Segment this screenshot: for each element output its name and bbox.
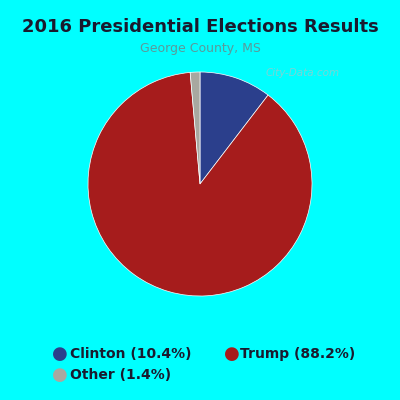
Text: ●: ● [52, 366, 68, 384]
Text: ●: ● [52, 345, 68, 363]
Text: George County, MS: George County, MS [140, 42, 260, 55]
Wedge shape [200, 72, 268, 184]
Wedge shape [190, 72, 200, 184]
Text: 2016 Presidential Elections Results: 2016 Presidential Elections Results [22, 18, 378, 36]
Text: ●: ● [224, 345, 240, 363]
Wedge shape [88, 72, 312, 296]
Text: Trump (88.2%): Trump (88.2%) [240, 347, 355, 361]
Text: Other (1.4%): Other (1.4%) [70, 368, 171, 382]
Text: City-Data.com: City-Data.com [266, 68, 340, 78]
Text: Clinton (10.4%): Clinton (10.4%) [70, 347, 192, 361]
